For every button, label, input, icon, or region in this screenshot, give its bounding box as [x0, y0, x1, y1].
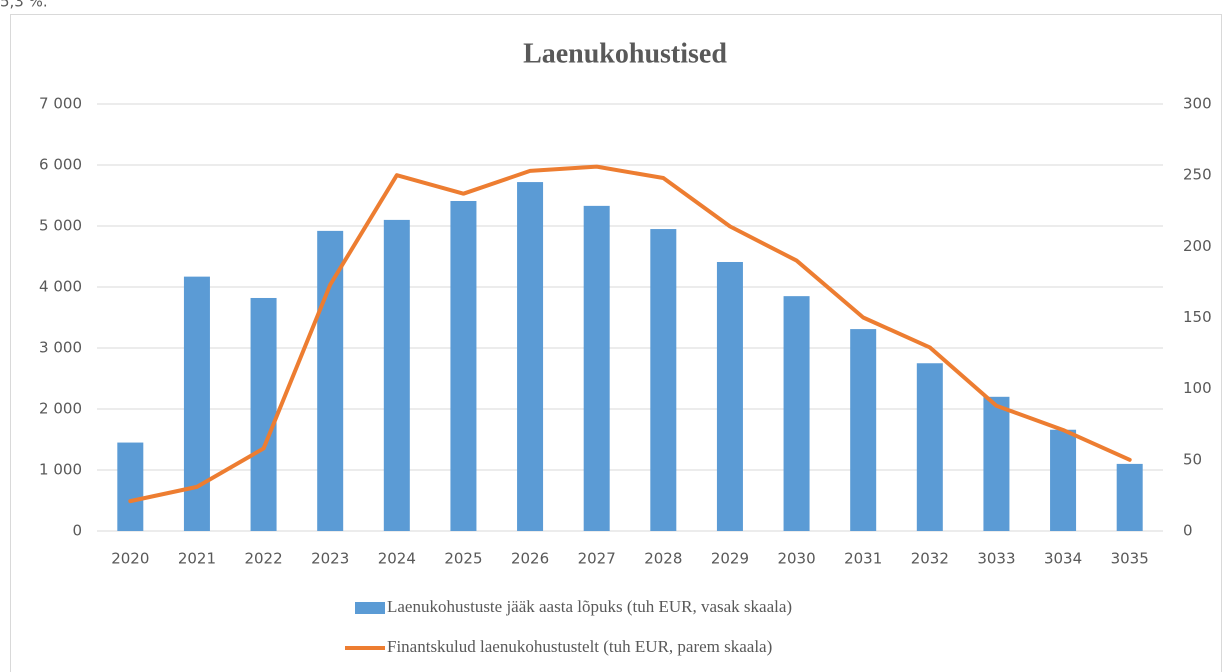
y2-tick-label: 150 — [1183, 308, 1212, 326]
x-tick-label: 2020 — [111, 550, 149, 568]
bar — [383, 219, 410, 531]
line — [128, 164, 1132, 504]
x-tick-label: 2025 — [444, 550, 482, 568]
x-tick-label: 3035 — [1111, 550, 1149, 568]
legend-swatch — [355, 602, 385, 614]
bar — [650, 229, 677, 532]
y-tick-label: 3 000 — [39, 339, 82, 357]
bar — [1050, 429, 1077, 531]
bar — [317, 230, 344, 531]
x-tick-label: 2021 — [178, 550, 216, 568]
x-tick-label: 2023 — [311, 550, 349, 568]
bar — [983, 396, 1010, 531]
legend-label: Laenukohustuste jääk aasta lõpuks (tuh E… — [387, 597, 792, 616]
x-tick-label: 2027 — [578, 550, 616, 568]
bar — [250, 297, 277, 531]
x-tick-label: 2024 — [378, 550, 416, 568]
bar — [183, 276, 210, 531]
x-tick-label: 2029 — [711, 550, 749, 568]
y-tick-label: 5 000 — [39, 217, 82, 235]
bar — [716, 261, 743, 531]
x-tick-label: 2030 — [777, 550, 815, 568]
bar — [450, 200, 477, 532]
x-tick-label: 3034 — [1044, 550, 1082, 568]
x-tick-label: 2022 — [244, 550, 282, 568]
bar — [783, 296, 810, 531]
y2-tick-label: 250 — [1183, 166, 1212, 184]
y-tick-label: 1 000 — [39, 461, 82, 479]
bar — [850, 329, 877, 531]
x-tick-label: 2032 — [911, 550, 949, 568]
chart-title: Laenukohustised — [523, 38, 727, 69]
y2-tick-label: 50 — [1183, 450, 1202, 468]
x-tick-label: 3033 — [977, 550, 1015, 568]
y-tick-label: 4 000 — [39, 278, 82, 296]
bar — [583, 205, 610, 531]
y2-tick-label: 300 — [1183, 95, 1212, 113]
y2-tick-label: 200 — [1183, 237, 1212, 255]
bar — [117, 442, 144, 531]
bar — [916, 363, 943, 531]
y2-tick-label: 0 — [1183, 522, 1193, 540]
bar — [517, 182, 544, 531]
y-tick-label: 6 000 — [39, 156, 82, 174]
chart-frame — [10, 14, 1222, 672]
x-tick-label: 2026 — [511, 550, 549, 568]
x-tick-label: 2031 — [844, 550, 882, 568]
y2-tick-label: 100 — [1183, 379, 1212, 397]
legend-label: Finantskulud laenukohustustelt (tuh EUR,… — [387, 637, 772, 656]
y-tick-label: 7 000 — [39, 95, 82, 113]
y-tick-label: 0 — [72, 522, 82, 540]
bar — [1116, 463, 1143, 531]
x-tick-label: 2028 — [644, 550, 682, 568]
y-tick-label: 2 000 — [39, 400, 82, 418]
clipped-text: 5,3 %. — [0, 0, 48, 11]
